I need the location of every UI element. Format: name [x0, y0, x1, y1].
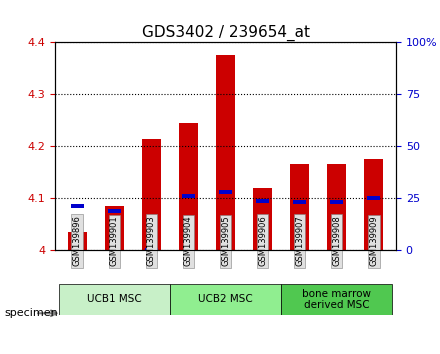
Text: UCB2 MSC: UCB2 MSC	[198, 295, 253, 304]
Bar	[330, 200, 343, 205]
Text: UCB1 MSC: UCB1 MSC	[87, 295, 142, 304]
Bar	[68, 232, 87, 250]
Bar	[71, 204, 84, 208]
Text: GSM139903: GSM139903	[147, 216, 156, 266]
Bar	[179, 123, 198, 250]
Bar	[219, 190, 232, 194]
Bar	[105, 206, 124, 250]
Text: bone marrow
derived MSC: bone marrow derived MSC	[302, 289, 371, 310]
Text: GSM139906: GSM139906	[258, 216, 267, 266]
Bar	[293, 200, 306, 205]
Bar	[145, 248, 158, 252]
Text: GSM139909: GSM139909	[369, 216, 378, 266]
Text: GSM139908: GSM139908	[332, 216, 341, 266]
FancyBboxPatch shape	[170, 284, 281, 315]
Bar	[216, 56, 235, 250]
Text: GSM139907: GSM139907	[295, 216, 304, 266]
FancyBboxPatch shape	[281, 284, 392, 315]
Title: GDS3402 / 239654_at: GDS3402 / 239654_at	[142, 25, 309, 41]
Bar	[364, 159, 383, 250]
FancyBboxPatch shape	[59, 284, 170, 315]
Text: GSM139901: GSM139901	[110, 216, 119, 266]
Text: specimen: specimen	[4, 308, 58, 318]
Bar	[253, 188, 272, 250]
Bar	[367, 196, 380, 200]
Bar	[108, 209, 121, 213]
Bar	[182, 194, 195, 198]
Bar	[256, 199, 269, 203]
Bar	[142, 138, 161, 250]
Bar	[290, 165, 309, 250]
Bar	[327, 165, 346, 250]
Text: GSM139896: GSM139896	[73, 216, 82, 266]
Text: GSM139905: GSM139905	[221, 216, 230, 266]
Text: GSM139904: GSM139904	[184, 216, 193, 266]
